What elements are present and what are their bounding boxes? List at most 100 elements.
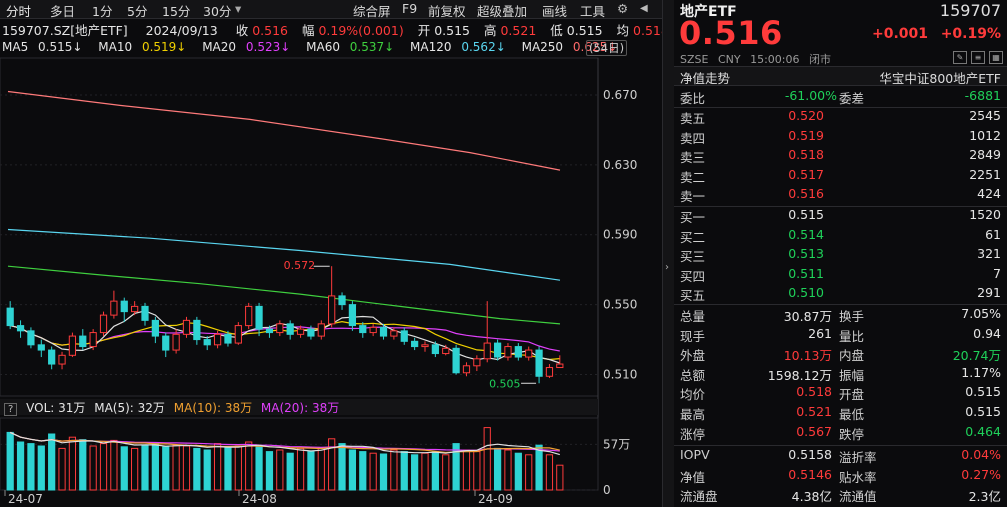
market-status: 闭市 <box>809 53 831 66</box>
volume-bar <box>317 447 325 491</box>
collapse-icon[interactable]: ◀ <box>640 3 648 14</box>
candle-body <box>182 319 191 335</box>
tab-5min[interactable]: 5分 <box>127 4 148 19</box>
super-overlay-button[interactable]: 超级叠加 <box>477 4 528 19</box>
candle-body <box>276 323 284 334</box>
vol-ma20: MA(20): 38万 <box>260 401 340 415</box>
candle-body <box>193 319 201 341</box>
candle <box>431 341 439 358</box>
sell-label: 卖三 <box>680 150 706 166</box>
sell-label: 卖一 <box>680 189 706 205</box>
tab-15min[interactable]: 15分 <box>162 4 191 19</box>
buy-row-3: 买三 0.513 321 <box>674 246 1007 266</box>
nav-trend-label[interactable]: 净值走势 <box>680 71 731 86</box>
candle-body <box>255 305 263 330</box>
ma5-value: 0.515↓ <box>38 40 83 54</box>
tools-button[interactable]: 工具 <box>580 4 606 19</box>
vol-ma10-line <box>9 431 560 454</box>
candle-body <box>213 333 222 346</box>
volume-bar <box>213 443 222 491</box>
index-name-label: 华宝中证800地产ETF <box>879 71 1001 86</box>
buy-row-5: 买五 0.510 291 <box>674 285 1007 305</box>
stat-row: 外盘 10.13万 内盘 20.74万 <box>674 345 1007 365</box>
tab-multi-day[interactable]: 多日 <box>50 4 76 19</box>
candle-body <box>359 325 367 334</box>
candle <box>411 337 419 351</box>
chevron-right-icon[interactable]: › <box>665 262 669 273</box>
volume-bar <box>338 443 346 491</box>
buy-label: 买二 <box>680 229 706 245</box>
volume-bar <box>328 438 336 491</box>
sell-volume: 2545 <box>969 108 1001 123</box>
stat-value: 0.521 <box>796 404 832 419</box>
price-tick-label: 0.550 <box>603 298 637 312</box>
stat2-value-2: 0.27% <box>961 466 1001 482</box>
candle <box>390 327 398 340</box>
range-selector[interactable]: (54日) <box>586 40 628 56</box>
open-value: 0.515 <box>434 23 470 38</box>
tab-fenshi[interactable]: 分时 <box>6 4 32 19</box>
high-value: 0.521 <box>500 23 537 38</box>
composite-screen-button[interactable]: 综合屏 <box>353 4 391 19</box>
grid-icon[interactable]: ▦ <box>989 51 1003 64</box>
stat2-label: 流通盘 <box>680 489 718 505</box>
candle-body <box>16 325 25 332</box>
candle <box>110 290 118 319</box>
help-icon[interactable]: ? <box>4 403 18 416</box>
candle <box>483 301 491 363</box>
tab-1min[interactable]: 1分 <box>92 4 113 19</box>
price-tick-label: 0.590 <box>603 228 637 242</box>
volume-bar <box>151 443 159 491</box>
panel-icons: ✎ ≡ ▦ <box>949 51 1003 64</box>
candle-body <box>338 295 346 306</box>
wc-value: -6881 <box>964 88 1001 103</box>
stat-value-2: 0.515 <box>965 404 1001 419</box>
candle-body <box>203 339 211 346</box>
volume-bar <box>79 439 87 491</box>
tab-30min[interactable]: 30分 <box>203 4 232 19</box>
candle-body <box>172 333 180 351</box>
stat2-row: 流通盘 4.38亿 流通值 2.3亿 <box>674 486 1007 506</box>
candle <box>131 301 139 316</box>
forward-adjust-button[interactable]: 前复权 <box>428 4 466 19</box>
f9-button[interactable]: F9 <box>402 1 418 16</box>
candle-body <box>525 349 533 358</box>
stat-value: 261 <box>808 325 832 341</box>
chevron-down-icon[interactable]: ▾ <box>235 1 242 16</box>
volume-bar <box>245 441 253 491</box>
wc-label: 委差 <box>839 91 865 106</box>
volume-bar <box>224 447 232 491</box>
stat-label-2: 量比 <box>839 328 865 344</box>
stat2-row: IOPV 0.5158 溢折率 0.04% <box>674 447 1007 467</box>
buy-label: 买五 <box>680 288 706 304</box>
avg-value: 0.518 <box>633 23 669 38</box>
ma60-value: 0.537↓ <box>349 40 395 54</box>
candle <box>162 332 170 358</box>
buy-price: 0.511 <box>788 265 824 281</box>
volume-bar <box>120 446 128 491</box>
candle-body <box>89 332 97 348</box>
amp-label: 幅 <box>301 23 315 38</box>
buy-price: 0.514 <box>788 226 824 242</box>
candle-body <box>556 363 564 369</box>
price-change-pct: +0.19% <box>940 26 1001 42</box>
stat2-value-2: 0.04% <box>961 447 1001 462</box>
nav-trend-bar[interactable]: 净值走势 华宝中证800地产ETF <box>674 66 1007 86</box>
ma10-label: MA10 <box>98 40 133 54</box>
candle <box>462 362 471 377</box>
list-icon[interactable]: ≡ <box>971 51 985 64</box>
volume-bar <box>16 441 25 491</box>
gear-icon[interactable]: ⚙ <box>617 1 629 16</box>
candle <box>265 325 274 338</box>
quote-panel: 地产ETF 159707 0.516 +0.001 +0.19% SZSE CN… <box>674 0 1007 507</box>
kline-chart[interactable]: 0.670 0.630 0.590 0.550 0.510 0.572 0.505 57万 0 2… <box>0 0 662 507</box>
vol-ma10: MA(10): 38万 <box>173 401 253 415</box>
sell-row-1: 卖一 0.516 424 <box>674 186 1007 206</box>
volume-bar <box>131 447 139 491</box>
edit-icon[interactable]: ✎ <box>953 51 967 64</box>
vol-label: VOL: 31万 <box>26 401 86 415</box>
stat-label: 涨停 <box>680 426 706 442</box>
draw-line-button[interactable]: 画线 <box>542 4 568 19</box>
stat-label: 总量 <box>680 309 706 324</box>
candle-body <box>48 349 56 365</box>
